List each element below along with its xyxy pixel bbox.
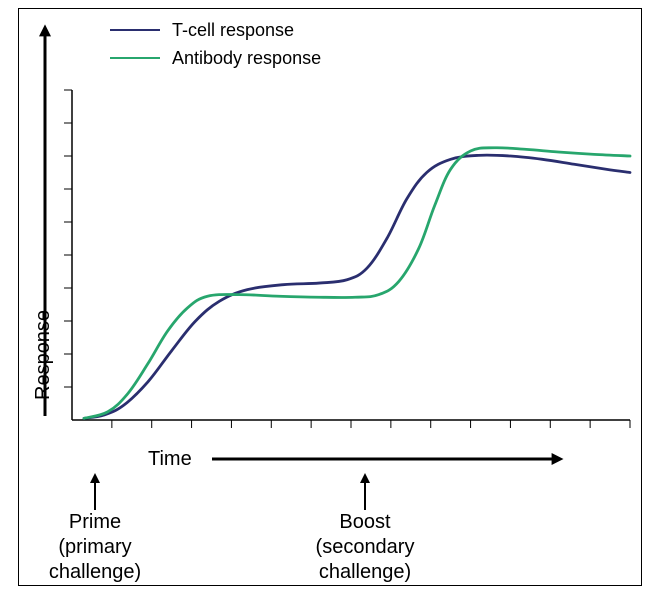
series-line xyxy=(84,148,630,419)
chart-svg xyxy=(0,0,660,594)
series-line xyxy=(84,155,630,418)
